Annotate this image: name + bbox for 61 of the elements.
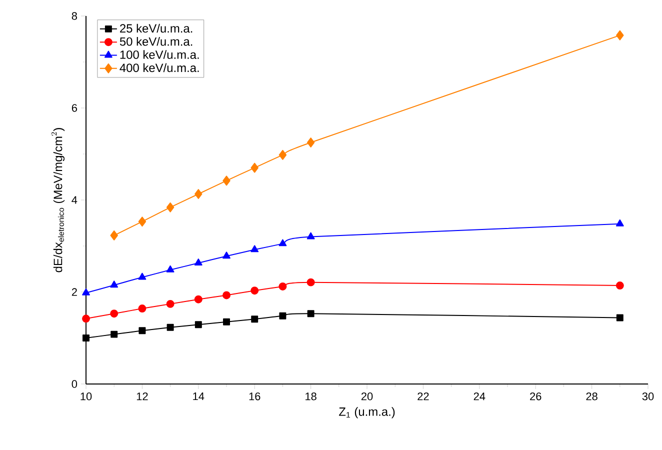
point [110,330,118,338]
point [222,176,230,186]
point [166,324,174,331]
point [223,318,230,326]
y-tick-label: 0 [72,380,78,388]
x-tick-label: 16 [249,392,260,400]
point [306,278,315,286]
x-tick-label: 24 [474,392,486,400]
point [138,327,146,334]
point [307,310,314,318]
x-tick-label: 14 [193,392,204,400]
point [138,272,146,280]
point [82,288,90,296]
point [616,282,624,290]
x-tick-label: 10 [80,392,92,400]
point [278,239,287,246]
point [306,232,315,240]
point [138,216,146,227]
y-axis-title: $\text{dE/dx}_{\text{eletronico}}\text{ (MeV/mg/cm}^{2}\text{)}$ [51,128,65,272]
y-tick-label: 8 [72,12,78,20]
x-axis-title: Z$_{1}$ (u.m.a.) [339,407,395,418]
point [278,150,287,160]
point [250,286,259,295]
legend-label: 400 keV/u.m.a. [120,63,199,72]
point [250,245,259,252]
point [194,189,202,199]
x-tick-label: 20 [361,392,373,400]
point [194,321,202,328]
point [306,138,315,148]
point [250,162,258,173]
y-tick-label: 4 [72,196,78,204]
legend-label: 25 keV/u.m.a. [120,24,192,33]
x-tick-label: 22 [418,392,429,400]
x-tick-label: 18 [306,392,316,400]
point [279,312,286,320]
point [110,310,118,318]
legend-label: 100 keV/u.m.a. [120,50,199,59]
point [222,291,230,300]
y-tick-label: 2 [72,288,77,296]
x-tick-label: 12 [136,392,148,400]
y-tick-label: 6 [72,104,78,112]
point [222,252,230,259]
point [110,280,118,288]
legend-label: 50 keV/u.m.a. [120,37,192,46]
point [251,316,258,323]
point [82,334,90,342]
point [110,230,118,240]
point [616,314,624,322]
point [616,219,624,226]
point [82,314,90,323]
x-tick-label: 26 [530,392,542,400]
point [166,300,174,308]
point [138,304,146,313]
x-tick-label: 28 [586,392,598,400]
point [166,265,174,272]
point [194,295,202,304]
point [278,282,287,290]
point [616,30,624,40]
point [166,202,174,212]
x-tick-label: 30 [642,392,654,400]
point [194,258,202,266]
